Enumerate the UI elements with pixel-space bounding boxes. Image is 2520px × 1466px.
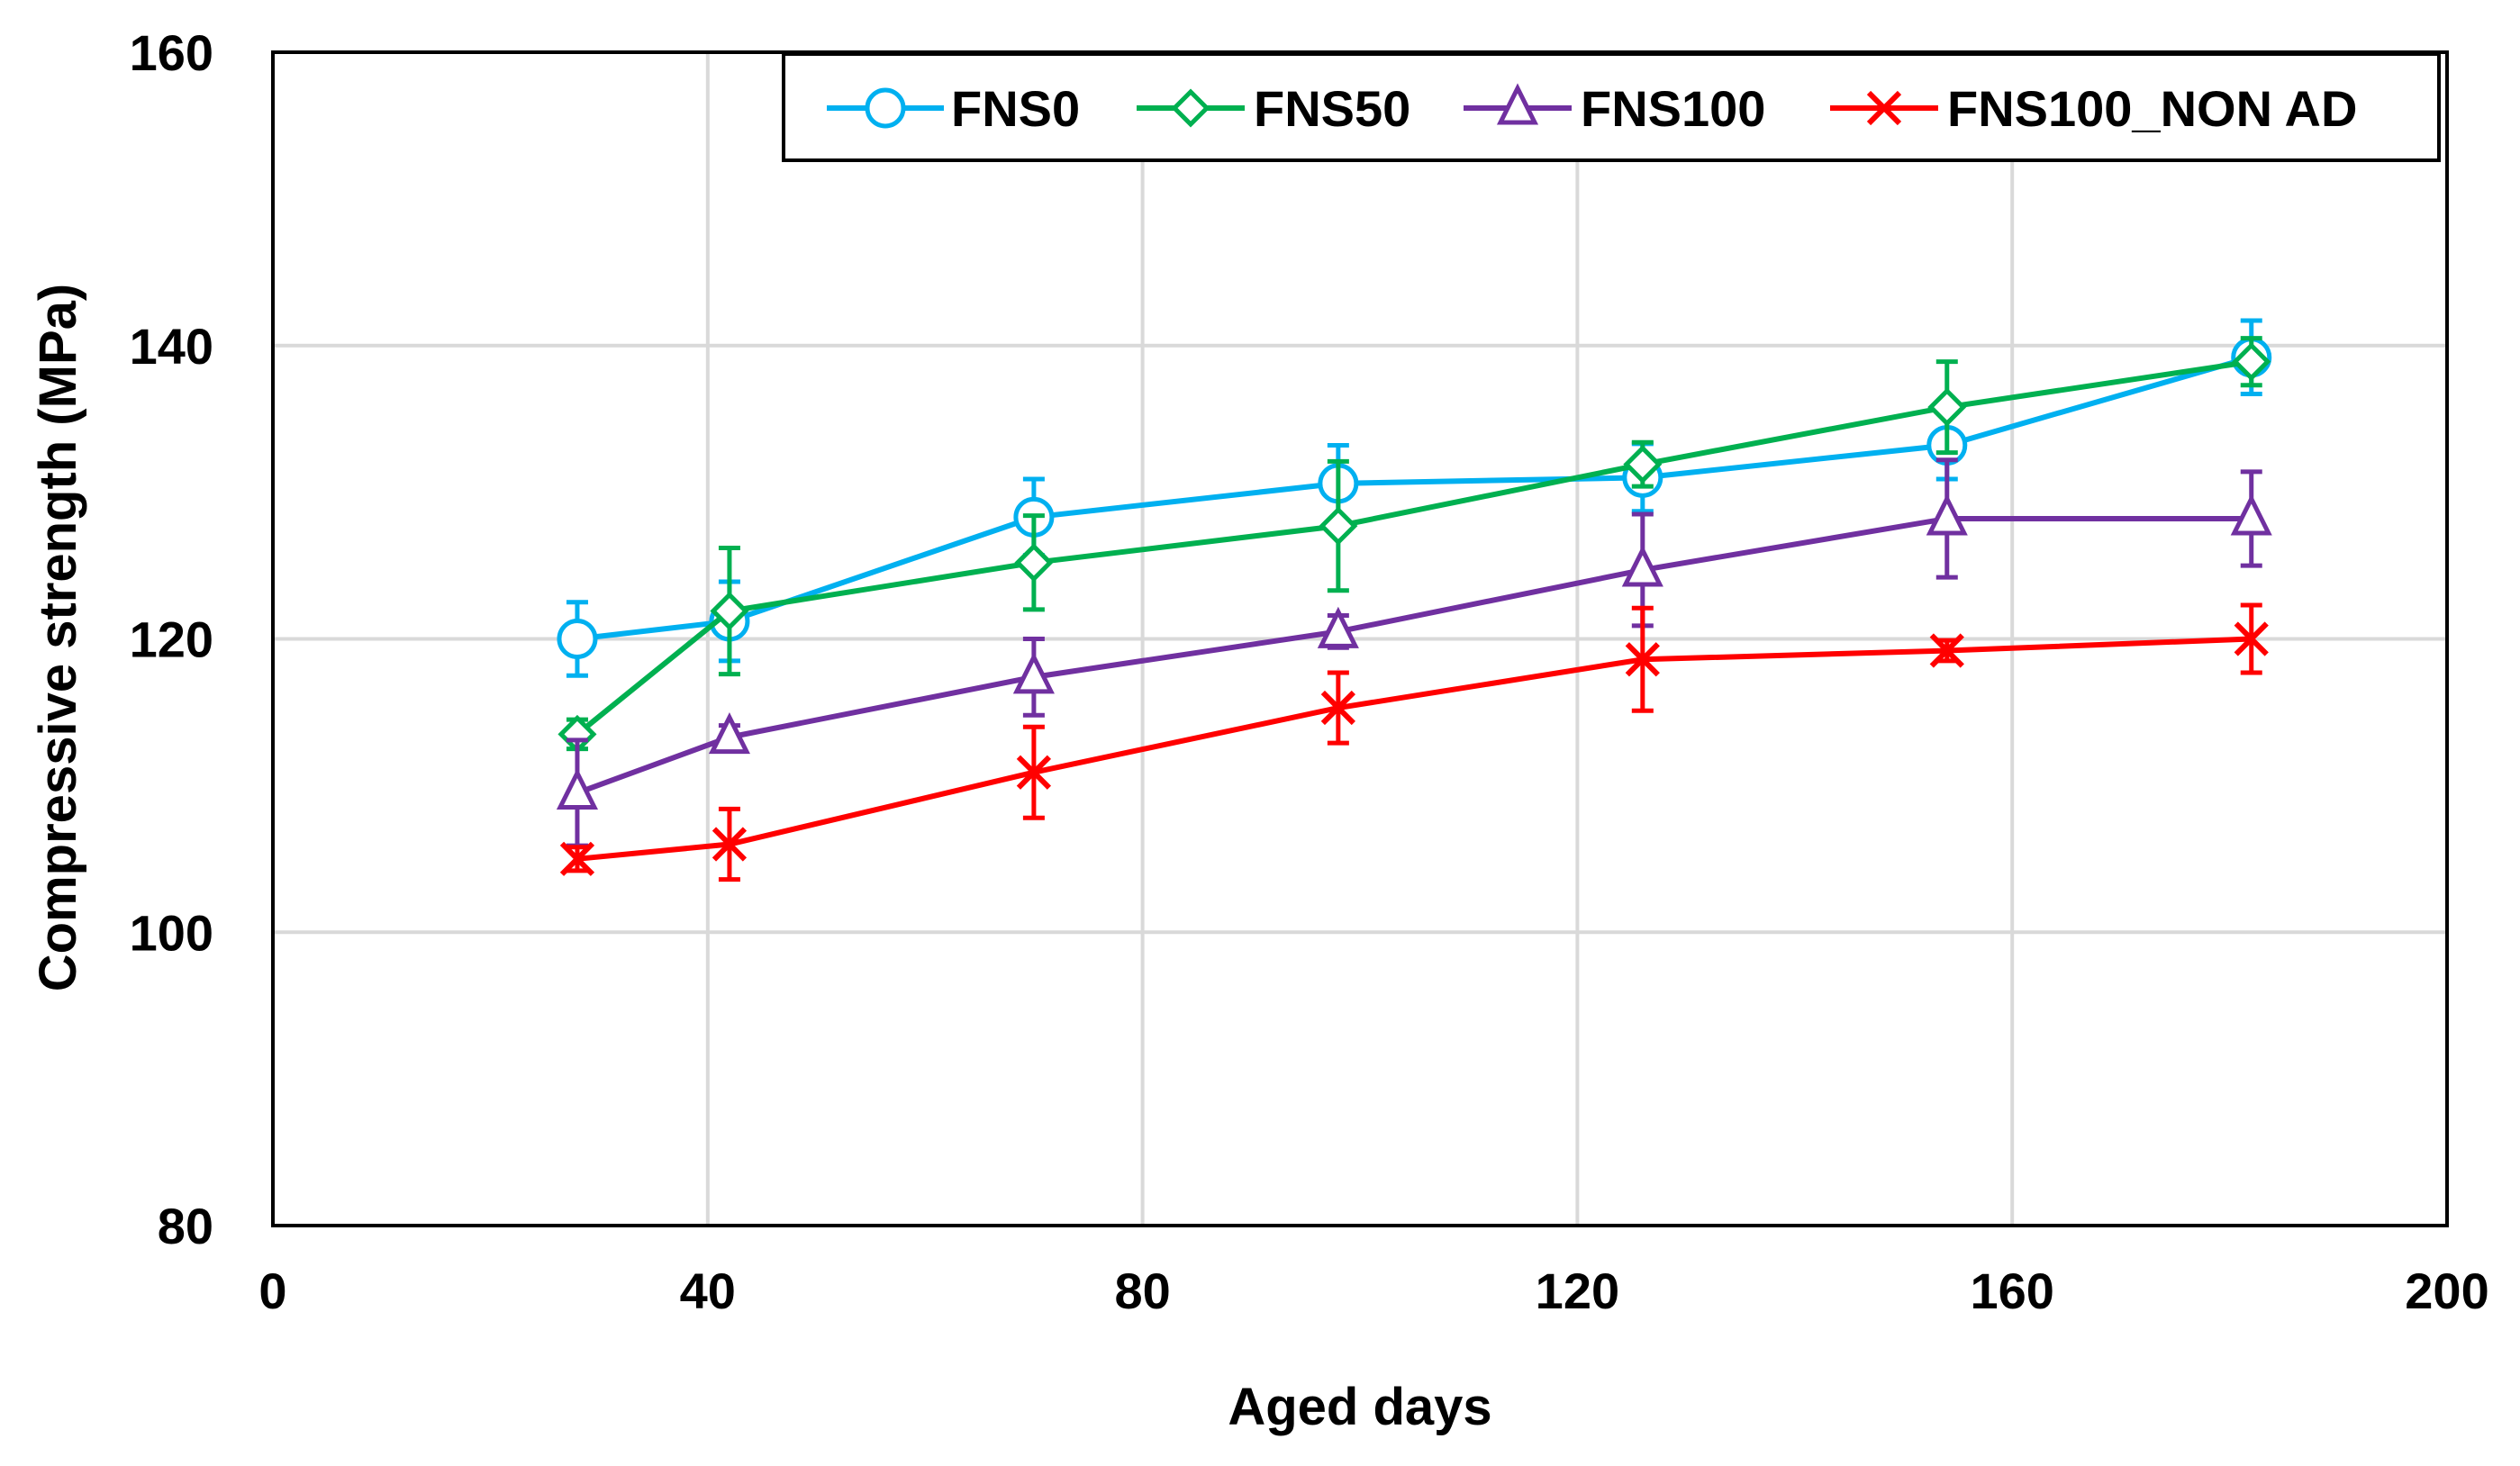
data-point-fns50 — [1927, 387, 1967, 427]
data-point-fns50 — [1623, 445, 1663, 484]
legend-marker-fns100 — [1496, 83, 1539, 125]
legend-marker-fns50 — [1171, 88, 1210, 128]
grid-layer — [273, 52, 2447, 1226]
series-fns100 — [556, 457, 2272, 848]
legend-box — [782, 52, 2441, 162]
x-axis-title: Aged days — [1228, 1378, 1491, 1436]
legend-marker-fns100 — [1496, 83, 1539, 125]
series-fns50 — [557, 336, 2271, 754]
y-axis-tick-labels: 80 100 120 140 160 — [130, 24, 213, 1254]
data-point-fns100-non-ad — [1016, 755, 1052, 790]
data-point-fns100 — [556, 767, 599, 810]
legend-entry-fns0: FNS0 — [827, 80, 1080, 137]
y-tick-label: 80 — [158, 1198, 213, 1254]
data-point-fns0 — [557, 619, 598, 659]
y-axis-title: Compressive strength (MPa) — [29, 284, 87, 991]
legend-marker-fns100-non-ad — [1866, 90, 1902, 126]
data-point-fns50 — [1014, 543, 1054, 583]
legend-marker-fns50 — [1171, 88, 1210, 128]
data-point-fns100-non-ad — [1320, 690, 1355, 726]
data-point-fns100-non-ad — [712, 827, 748, 862]
y-tick-label: 100 — [130, 904, 213, 961]
legend-entry-fns50: FNS50 — [1137, 80, 1410, 137]
data-point-fns100 — [1012, 652, 1055, 694]
legend-entry-fns100: FNS100 — [1464, 80, 1765, 137]
legend-label-fns100-non-ad: FNS100_NON AD — [1947, 80, 2357, 137]
legend-label-fns0: FNS0 — [951, 80, 1080, 137]
data-point-fns100-non-ad — [559, 841, 595, 876]
x-tick-label: 0 — [258, 1262, 286, 1319]
data-point-fns100 — [1926, 493, 1968, 536]
legend: FNS0 FNS50 FNS100 FNS100_NON AD — [782, 52, 2441, 162]
data-point-fns50 — [1319, 506, 1358, 546]
data-point-fns100 — [2230, 493, 2272, 536]
legend-label-fns50: FNS50 — [1254, 80, 1410, 137]
data-point-fns50 — [2232, 342, 2271, 382]
data-point-fns100-non-ad — [1625, 642, 1660, 677]
x-tick-label: 80 — [1114, 1262, 1170, 1319]
data-point-fns50 — [710, 592, 749, 631]
y-tick-label: 160 — [130, 24, 213, 81]
legend-marker-fns0 — [865, 87, 906, 129]
y-tick-label: 140 — [130, 318, 213, 375]
legend-marker-fns100-non-ad — [1866, 90, 1902, 126]
x-axis-tick-labels: 0 40 80 120 160 200 — [258, 1262, 2488, 1319]
data-point-fns100-non-ad — [2234, 621, 2269, 656]
data-point-fns100 — [1621, 545, 1663, 587]
x-tick-label: 160 — [1970, 1262, 2053, 1319]
x-tick-label: 120 — [1536, 1262, 1619, 1319]
data-point-fns100-non-ad — [1929, 633, 1964, 668]
x-tick-label: 40 — [680, 1262, 736, 1319]
legend-label-fns100: FNS100 — [1581, 80, 1765, 137]
series-layer — [556, 318, 2272, 882]
y-tick-label: 120 — [130, 611, 213, 668]
legend-marker-fns0 — [865, 87, 906, 129]
legend-entry-fns100-non-ad: FNS100_NON AD — [1830, 80, 2357, 137]
series-fns100-non-ad — [559, 602, 2269, 882]
x-tick-label: 200 — [2405, 1262, 2488, 1319]
data-point-fns100 — [1317, 606, 1359, 648]
data-point-fns100 — [708, 712, 750, 755]
